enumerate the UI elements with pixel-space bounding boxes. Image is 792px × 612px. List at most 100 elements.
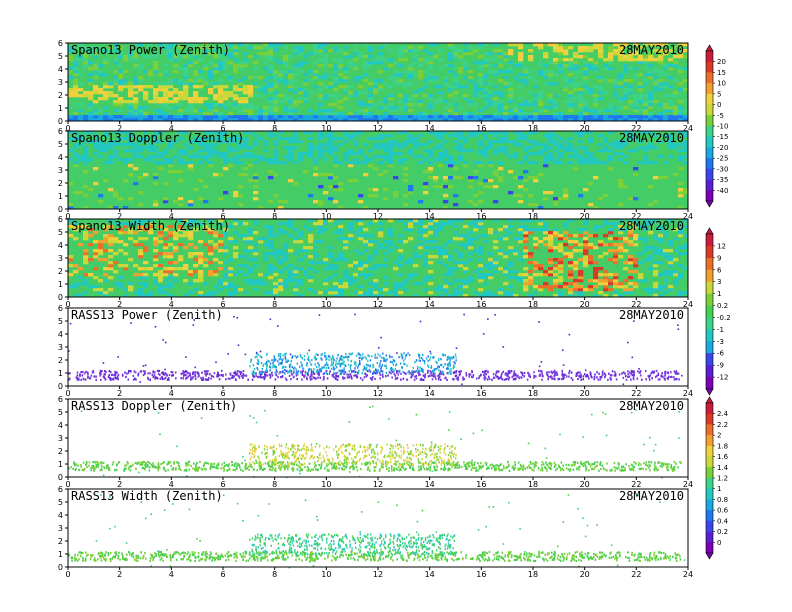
field-cell <box>283 279 289 283</box>
panel-title: Spano13 Width (Zenith) <box>71 219 230 233</box>
field-cell <box>353 152 359 156</box>
field-cell <box>598 118 604 122</box>
field-cell <box>648 103 654 107</box>
field-cell <box>608 273 614 277</box>
field-cell <box>658 79 664 83</box>
scatter-point <box>395 363 398 366</box>
field-cell <box>198 261 204 265</box>
field-cell <box>158 279 164 283</box>
scatter-point <box>317 376 319 379</box>
scatter-point <box>101 370 103 373</box>
field-cell <box>253 249 259 253</box>
field-cell <box>333 67 339 71</box>
field-cell <box>673 258 679 262</box>
scatter-point <box>207 378 210 381</box>
field-cell <box>473 219 479 223</box>
field-cell <box>658 112 664 116</box>
field-cell <box>553 103 559 107</box>
field-cell <box>488 185 494 189</box>
field-cell <box>373 115 379 119</box>
field-cell <box>133 219 139 223</box>
field-cell <box>73 79 79 83</box>
field-cell <box>633 100 639 104</box>
scatter-point <box>463 377 466 381</box>
field-cell <box>228 55 234 59</box>
field-cell <box>538 173 544 177</box>
scatter-point <box>439 371 442 374</box>
field-cell <box>408 237 414 241</box>
field-cell <box>73 131 79 135</box>
field-cell <box>558 137 564 141</box>
field-cell <box>583 158 589 162</box>
field-cell <box>203 82 209 86</box>
field-cell <box>233 64 239 68</box>
field-cell <box>413 222 419 226</box>
field-cell <box>273 155 279 159</box>
field-cell <box>618 219 624 223</box>
field-cell <box>563 115 569 119</box>
field-cell <box>228 240 234 244</box>
scatter-point <box>465 374 468 377</box>
field-cell <box>443 285 449 289</box>
field-cell <box>408 149 414 153</box>
field-cell <box>473 270 479 274</box>
field-cell <box>93 52 99 56</box>
field-cell <box>598 134 604 138</box>
field-cell <box>233 155 239 159</box>
scatter-point <box>175 377 177 380</box>
field-cell <box>128 231 134 235</box>
field-cell <box>653 294 659 298</box>
field-cell <box>518 109 524 113</box>
field-cell <box>553 197 559 201</box>
field-cell <box>648 231 654 235</box>
field-cell <box>613 261 619 265</box>
field-cell <box>73 73 79 77</box>
y-tick-label: 4 <box>58 65 63 74</box>
field-cell <box>183 264 189 268</box>
field-cell <box>648 100 654 104</box>
scatter-point <box>319 376 322 379</box>
scatter-point <box>452 371 455 374</box>
field-cell <box>368 64 374 68</box>
scatter-point <box>601 370 604 373</box>
field-cell <box>423 58 429 62</box>
field-cell <box>268 291 274 295</box>
field-cell <box>198 85 204 89</box>
field-cell <box>558 237 564 241</box>
field-cell <box>133 91 139 95</box>
field-cell <box>408 273 414 277</box>
scatter-point <box>272 364 274 367</box>
field-cell <box>588 288 594 292</box>
scatter-point <box>264 362 266 365</box>
field-cell <box>298 155 304 159</box>
field-cell <box>273 46 279 50</box>
field-cell <box>73 70 79 74</box>
field-cell <box>568 282 574 286</box>
field-cell <box>188 270 194 274</box>
scatter-point <box>510 369 513 373</box>
scatter-point <box>644 370 647 373</box>
field-cell <box>268 246 274 250</box>
scatter-point <box>408 372 411 375</box>
field-cell <box>433 76 439 80</box>
field-cell <box>458 55 464 59</box>
scatter-point <box>342 376 344 379</box>
field-cell <box>258 76 264 80</box>
field-cell <box>118 264 124 268</box>
field-cell <box>558 197 564 201</box>
field-cell <box>243 140 249 144</box>
field-cell <box>638 140 644 144</box>
field-cell <box>143 94 149 98</box>
field-cell <box>83 249 89 253</box>
scatter-point <box>610 374 613 377</box>
field-cell <box>133 112 139 116</box>
field-cell <box>428 115 434 119</box>
scatter-point <box>307 355 310 358</box>
field-cell <box>458 237 464 241</box>
field-cell <box>218 88 224 92</box>
field-cell <box>358 91 364 95</box>
field-cell <box>528 228 534 232</box>
scatter-point <box>648 378 651 381</box>
field-cell <box>128 100 134 104</box>
scatter-point <box>404 362 406 366</box>
